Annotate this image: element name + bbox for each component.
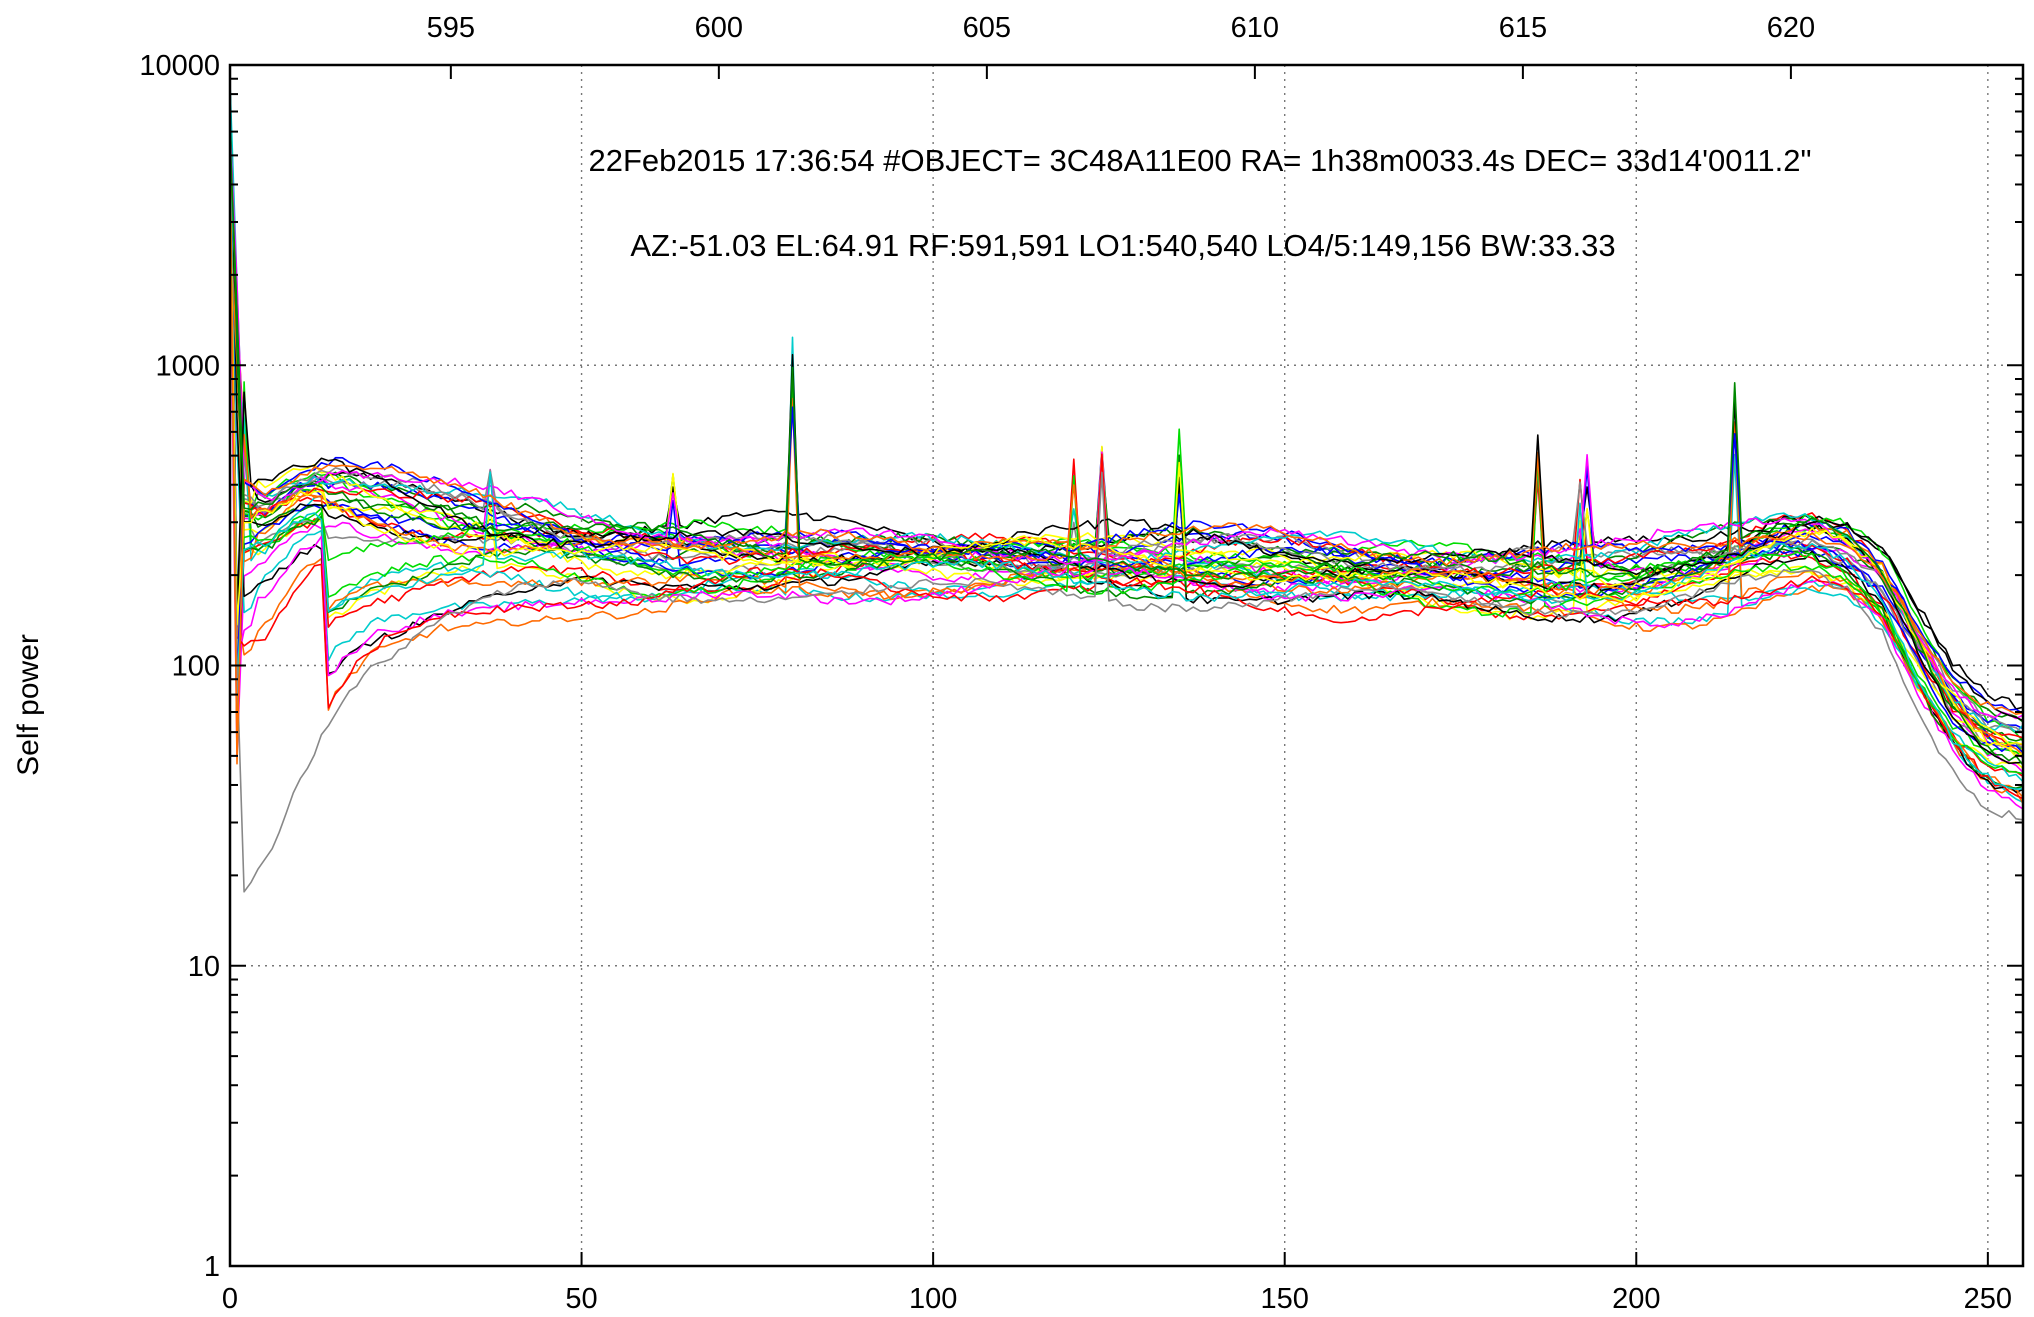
series-line-9 [229, 189, 2024, 804]
series-line-39 [229, 151, 2024, 765]
x-tick-label-5: 250 [1964, 1283, 2012, 1315]
series-line-25 [229, 83, 2024, 734]
top-tick-label-1: 600 [695, 12, 743, 44]
series-line-38 [229, 232, 2024, 893]
annotation-line-2: AZ:-51.03 EL:64.91 RF:591,591 LO1:540,54… [630, 228, 1615, 263]
series-line-8 [229, 105, 2024, 750]
series-line-26 [229, 86, 2024, 765]
series-line-11 [229, 113, 2024, 777]
top-tick-label-5: 620 [1767, 12, 1815, 44]
series-line-33 [229, 92, 2024, 715]
series-line-14 [229, 129, 2024, 759]
y-tick-label-4: 10000 [139, 50, 220, 82]
y-tick-label-0: 1 [204, 1251, 220, 1283]
y-axis-tick-labels: 1 10 100 1000 10000 [139, 50, 220, 1283]
top-tick-label-3: 610 [1231, 12, 1279, 44]
series-line-24 [229, 83, 2024, 810]
series-line-34 [229, 127, 2024, 720]
series-line-13 [229, 88, 2024, 730]
series-line-35 [229, 81, 2024, 790]
x-tick-label-2: 100 [909, 1283, 957, 1315]
grid-lines [230, 65, 2023, 1266]
series-line-17 [229, 129, 2024, 755]
series-line-32 [229, 189, 2024, 775]
x-tick-label-4: 200 [1612, 1283, 1660, 1315]
annotation-line-1: 22Feb2015 17:36:54 #OBJECT= 3C48A11E00 R… [588, 143, 1811, 178]
series-line-27 [229, 223, 2024, 746]
y-axis-title: Self power [12, 634, 45, 776]
series-line-29 [229, 111, 2024, 756]
series-line-31 [229, 138, 2024, 800]
y-tick-label-3: 1000 [155, 350, 220, 382]
x-tick-label-0: 0 [222, 1283, 238, 1315]
x-axis-tick-labels: 0 50 100 150 200 250 [222, 1283, 2012, 1315]
axis-ticks [229, 64, 2023, 1267]
top-tick-label-2: 605 [963, 12, 1011, 44]
series-line-19 [229, 219, 2024, 798]
series-line-40 [229, 134, 2024, 766]
series-line-37 [229, 157, 2024, 758]
y-tick-label-1: 10 [188, 951, 220, 983]
y-tick-label-2: 100 [172, 651, 220, 683]
spectrum-series [229, 80, 2024, 893]
series-line-3 [229, 127, 2024, 758]
series-line-36 [229, 168, 2024, 722]
series-line-1 [229, 111, 2024, 747]
series-line-10 [229, 98, 2024, 723]
series-line-22 [229, 170, 2024, 758]
x-tick-label-3: 150 [1261, 1283, 1309, 1315]
series-line-18 [229, 224, 2024, 733]
series-line-16 [229, 80, 2024, 793]
top-tick-label-0: 595 [427, 12, 475, 44]
x-tick-label-1: 50 [565, 1283, 597, 1315]
series-line-30 [229, 105, 2024, 789]
series-line-28 [229, 134, 2024, 734]
top-axis-tick-labels: 595 600 605 610 615 620 [427, 12, 1815, 44]
series-line-23 [229, 82, 2024, 754]
top-tick-label-4: 615 [1499, 12, 1547, 44]
series-line-21 [229, 93, 2024, 739]
